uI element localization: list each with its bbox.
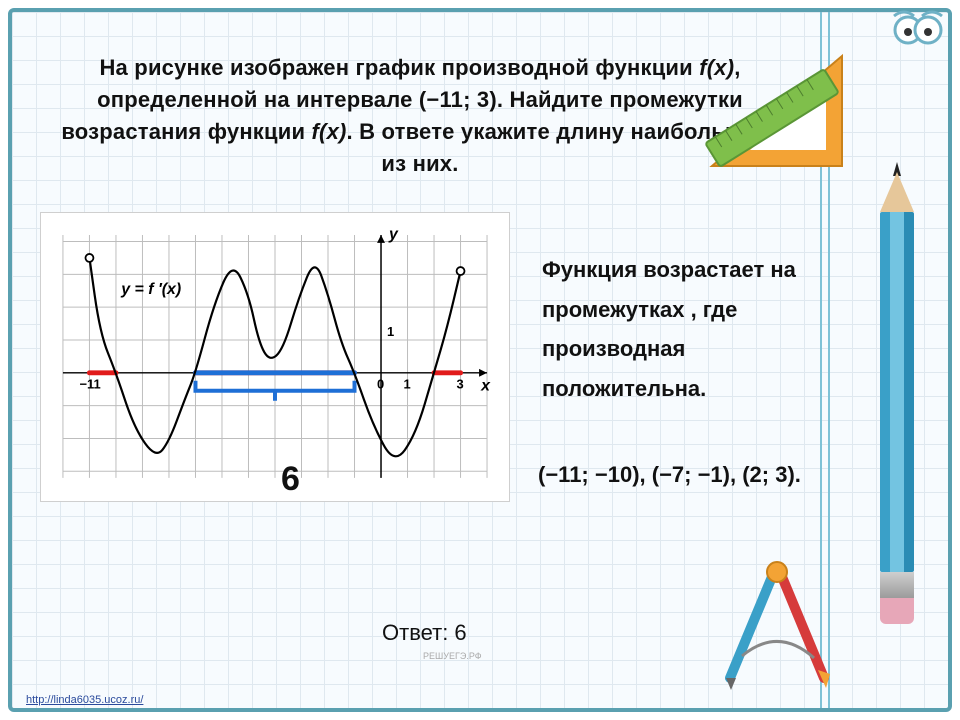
geometry-tools-icon	[702, 46, 852, 196]
chart-svg: −11 0 1 3 1 x y y = f ′(x)	[51, 223, 499, 492]
intervals-text: (−11; −10), (−7; −1), (2; 3).	[538, 462, 801, 488]
svg-text:−11: −11	[79, 377, 100, 392]
task-text: На рисунке изображен график производной …	[60, 52, 780, 180]
answer-text: Ответ: 6	[382, 620, 467, 646]
svg-text:0: 0	[377, 377, 384, 392]
svg-text:y: y	[388, 226, 399, 243]
svg-text:x: x	[480, 378, 491, 395]
owl-eyes-icon	[892, 6, 944, 58]
svg-text:1: 1	[404, 377, 411, 392]
explanation-text: Функция возрастает на промежутках , где …	[542, 250, 802, 408]
derivative-chart: −110131xyy = f ′(x) 6 РЕШУЕГЭ.РФ	[40, 212, 510, 502]
svg-text:y = f ′(x): y = f ′(x)	[120, 281, 181, 298]
footer-link[interactable]: http://linda6035.ucoz.ru/	[26, 694, 143, 706]
watermark: РЕШУЕГЭ.РФ	[423, 651, 482, 661]
pencil-icon	[880, 162, 914, 642]
compass-icon	[702, 560, 852, 690]
svg-text:1: 1	[387, 324, 394, 339]
slide-frame: На рисунке изображен график производной …	[8, 8, 952, 712]
svg-text:3: 3	[457, 377, 464, 392]
longest-length-label: 6	[281, 460, 300, 499]
